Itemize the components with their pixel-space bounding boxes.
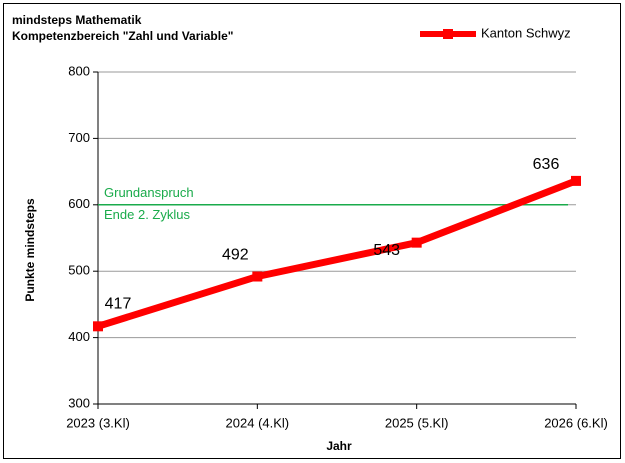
marker xyxy=(571,175,581,186)
x-tick-label: 2026 (6.Kl) xyxy=(544,415,608,430)
y-tick-label: 400 xyxy=(68,329,90,344)
x-tick-label: 2023 (3.Kl) xyxy=(66,415,130,430)
x-axis-label: Jahr xyxy=(326,439,352,453)
data-label: 492 xyxy=(222,247,249,264)
chart-title: mindsteps Mathematik xyxy=(12,13,142,27)
data-label: 417 xyxy=(105,296,132,313)
chart-frame xyxy=(3,3,621,459)
chart-title: Kompetenzbereich "Zahl und Variable" xyxy=(12,29,233,43)
reference-label: Ende 2. Zyklus xyxy=(104,207,190,222)
x-tick-label: 2025 (5.Kl) xyxy=(385,415,449,430)
reference-label: Grundanspruch xyxy=(104,185,194,200)
data-label: 636 xyxy=(533,156,560,173)
legend-label: Kanton Schwyz xyxy=(481,25,571,40)
marker xyxy=(252,271,263,282)
y-tick-label: 600 xyxy=(68,196,90,211)
y-tick-label: 500 xyxy=(68,263,90,278)
y-tick-label: 800 xyxy=(68,63,90,78)
legend-marker xyxy=(443,29,453,39)
x-tick-label: 2024 (4.Kl) xyxy=(226,415,290,430)
marker xyxy=(411,237,422,248)
marker xyxy=(93,321,103,332)
y-axis-label: Punkte mindsteps xyxy=(23,198,37,302)
y-tick-label: 700 xyxy=(68,130,90,145)
y-tick-label: 300 xyxy=(68,395,90,410)
data-label: 543 xyxy=(373,242,400,259)
series-line xyxy=(96,177,578,330)
